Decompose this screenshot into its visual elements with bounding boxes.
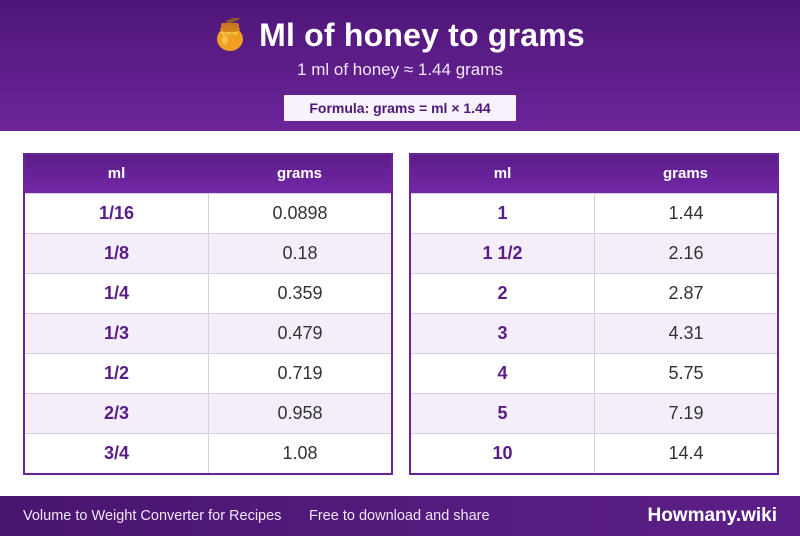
table-row: 3 4.31 — [411, 313, 777, 353]
table-row: 4 5.75 — [411, 353, 777, 393]
table-row: 1/8 0.18 — [25, 233, 391, 273]
subtitle: 1 ml of honey ≈ 1.44 grams — [297, 60, 503, 79]
ml-cell: 3/4 — [25, 434, 209, 473]
title-row: Ml of honey to grams — [0, 13, 800, 57]
table-row: 1/3 0.479 — [25, 313, 391, 353]
ml-cell: 1 — [411, 194, 595, 233]
grams-cell: 4.31 — [668, 323, 704, 343]
grams-cell: 0.958 — [277, 403, 323, 423]
table-row: 1 1.44 — [411, 193, 777, 233]
column-header-grams: grams — [276, 165, 323, 182]
footer: Volume to Weight Converter for Recipes F… — [0, 496, 800, 536]
column-header-grams: grams — [662, 165, 709, 182]
ml-cell: 1/3 — [25, 314, 209, 353]
ml-cell: 2 — [411, 274, 595, 313]
table-row: 1/4 0.359 — [25, 273, 391, 313]
table-row: 1 1/2 2.16 — [411, 233, 777, 273]
grams-cell: 1.44 — [668, 203, 704, 223]
table-header: ml grams — [411, 155, 777, 193]
grams-cell: 0.719 — [277, 363, 323, 383]
footer-tagline: Volume to Weight Converter for Recipes — [23, 508, 282, 524]
table-row: 1/16 0.0898 — [25, 193, 391, 233]
grams-cell: 2.16 — [668, 243, 704, 263]
ml-cell: 1/4 — [25, 274, 209, 313]
table-row: 2/3 0.958 — [25, 393, 391, 433]
grams-cell: 0.18 — [282, 243, 318, 263]
formula-badge: Formula: grams = ml × 1.44 — [284, 95, 516, 121]
page-title: Ml of honey to grams — [259, 16, 585, 53]
grams-cell: 0.479 — [277, 323, 323, 343]
brand-link[interactable]: Howmany.wiki — [647, 505, 777, 526]
grams-cell: 5.75 — [668, 363, 704, 383]
table-row: 5 7.19 — [411, 393, 777, 433]
table-row: 10 14.4 — [411, 433, 777, 473]
grams-cell: 14.4 — [668, 443, 704, 463]
ml-cell: 1/2 — [25, 354, 209, 393]
grams-cell: 1.08 — [282, 443, 318, 463]
conversion-table-left: ml grams 1/16 0.0898 1/8 0.18 1/4 0.359 … — [23, 153, 393, 475]
honey-pot-icon — [217, 18, 244, 51]
ml-cell: 10 — [411, 434, 595, 473]
ml-cell: 1 1/2 — [411, 234, 595, 273]
table-row: 1/2 0.719 — [25, 353, 391, 393]
ml-cell: 1/8 — [25, 234, 209, 273]
ml-cell: 5 — [411, 394, 595, 433]
ml-cell: 1/16 — [25, 194, 209, 233]
table-header: ml grams — [25, 155, 391, 193]
table-row: 2 2.87 — [411, 273, 777, 313]
conversion-table-right: ml grams 1 1.44 1 1/2 2.16 2 2.87 3 4.31… — [409, 153, 779, 475]
grams-cell: 2.87 — [668, 283, 704, 303]
ml-cell: 4 — [411, 354, 595, 393]
ml-cell: 2/3 — [25, 394, 209, 433]
column-header-ml: ml — [107, 165, 126, 182]
column-header-ml: ml — [493, 165, 512, 182]
ml-cell: 3 — [411, 314, 595, 353]
grams-cell: 0.359 — [277, 283, 323, 303]
footer-share-text: Free to download and share — [309, 508, 490, 524]
header: Ml of honey to grams 1 ml of honey ≈ 1.4… — [0, 0, 800, 131]
grams-cell: 0.0898 — [272, 203, 328, 223]
grams-cell: 7.19 — [668, 403, 704, 423]
table-row: 3/4 1.08 — [25, 433, 391, 473]
